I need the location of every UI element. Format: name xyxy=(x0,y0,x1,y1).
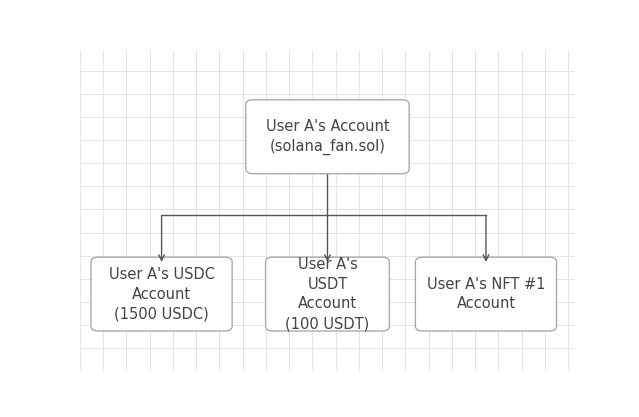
FancyBboxPatch shape xyxy=(246,100,409,173)
Text: User A's NFT #1
Account: User A's NFT #1 Account xyxy=(427,276,545,311)
Text: User A's
USDT
Account
(100 USDT): User A's USDT Account (100 USDT) xyxy=(286,257,369,331)
Text: User A's USDC
Account
(1500 USDC): User A's USDC Account (1500 USDC) xyxy=(109,267,215,322)
FancyBboxPatch shape xyxy=(266,257,389,331)
FancyBboxPatch shape xyxy=(415,257,557,331)
Text: User A's Account
(solana_fan.sol): User A's Account (solana_fan.sol) xyxy=(266,119,389,155)
FancyBboxPatch shape xyxy=(91,257,232,331)
